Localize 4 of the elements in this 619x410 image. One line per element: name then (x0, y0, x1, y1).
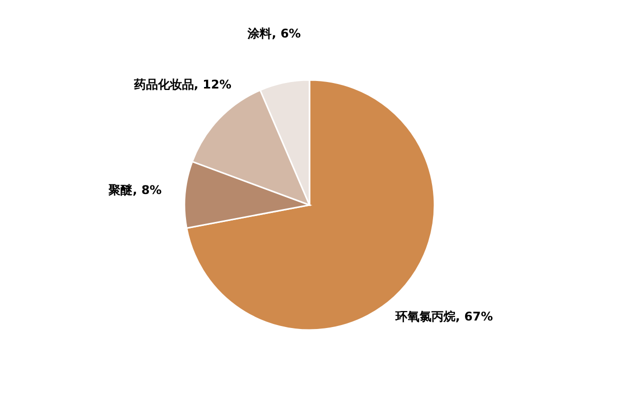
slice-label: 环氧氯丙烷, 67% (394, 310, 493, 324)
slice-label: 聚醚, 8% (108, 183, 162, 198)
slice-label: 药品化妆品, 12% (132, 77, 232, 92)
slice-label: 涂料, 6% (246, 26, 301, 41)
